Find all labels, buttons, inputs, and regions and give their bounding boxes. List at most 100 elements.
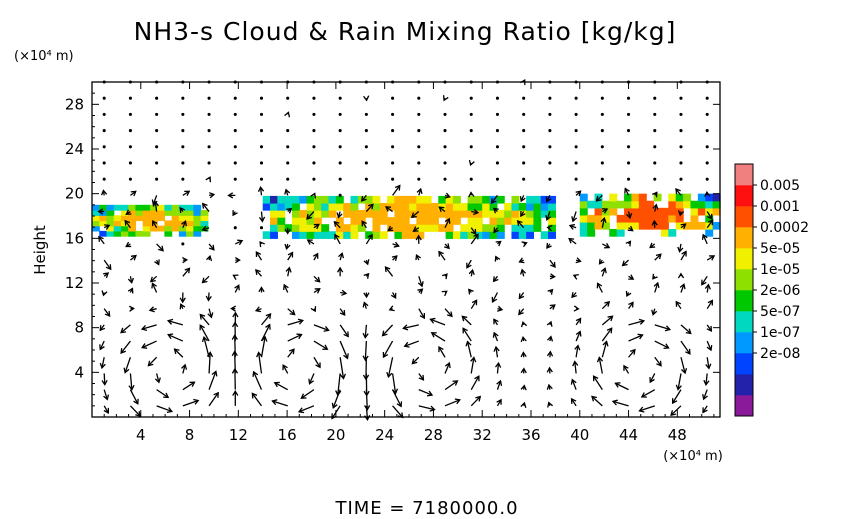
wind-vector [615, 382, 629, 391]
wind-vector-head [184, 190, 191, 197]
x-tick-label: 32 [473, 426, 492, 444]
wind-vector [182, 267, 190, 277]
cloud-cell-2 [668, 193, 677, 202]
wind-vector-head [518, 293, 525, 300]
wind-vector [120, 340, 131, 354]
x-tick-label: 16 [278, 426, 297, 444]
cloud-cell-0 [186, 210, 194, 216]
wind-vector-head [549, 273, 556, 280]
cloud-cell-2 [690, 221, 699, 230]
wind-vector-head [387, 225, 394, 232]
wind-vector-head [256, 351, 263, 358]
wind-vector [705, 112, 709, 116]
cloud-cell-2 [624, 221, 633, 230]
wind-vector [141, 340, 157, 349]
cloud-cell-2 [631, 221, 640, 230]
cloud-cell-2 [587, 221, 596, 230]
wind-vector [680, 357, 686, 374]
wind-vector-head [314, 288, 321, 294]
wind-vector [411, 356, 420, 365]
wind-vector-head [677, 246, 684, 253]
cloud-cell-2 [683, 193, 692, 202]
cloud-cell-1 [394, 231, 403, 239]
wind-vector [287, 333, 302, 342]
wind-vector-head [493, 227, 499, 234]
wind-vector [208, 392, 219, 407]
wind-vector-head [97, 208, 104, 215]
wind-vector-head [702, 407, 708, 414]
wind-vector-head [101, 290, 108, 297]
cloud-cell-1 [291, 231, 300, 239]
cloud-cell-2 [624, 193, 633, 202]
wind-vector [255, 251, 263, 261]
wind-vector [208, 352, 211, 374]
wind-vector [653, 112, 657, 116]
cloud-cell-2 [638, 193, 647, 202]
wind-vector-head [339, 309, 346, 317]
colorbar-swatch [735, 311, 753, 333]
wind-vector [470, 299, 478, 310]
wind-vector-head [546, 320, 553, 327]
wind-vector-head [493, 318, 499, 325]
cloud-cell-0 [113, 204, 122, 211]
chart-title: NH3-s Cloud & Rain Mixing Ratio [kg/kg] [134, 17, 677, 46]
wind-vector-head [547, 288, 554, 295]
wind-vector [384, 266, 394, 277]
x-tick-label: 40 [570, 426, 589, 444]
wind-vector-head [575, 257, 582, 264]
wind-vector-head [151, 282, 157, 289]
cloud-cell-1 [416, 231, 425, 239]
wind-vector-head [675, 188, 681, 195]
wind-vector [181, 145, 185, 149]
cloud-cell-1 [291, 224, 300, 232]
wind-vector [382, 324, 394, 337]
cloud-cell-0 [142, 225, 151, 232]
wind-vector-head [251, 392, 258, 399]
wind-vector-head [685, 348, 691, 355]
wind-vector [418, 405, 435, 411]
cloud-cell-1 [445, 202, 454, 211]
wind-vector-head [575, 190, 582, 197]
wind-vector-head [193, 398, 200, 405]
wind-vector-head [201, 335, 208, 343]
wind-vector [495, 112, 500, 116]
cloud-cell-2 [616, 200, 625, 209]
wind-vector-head [649, 377, 655, 384]
wind-vector [548, 129, 552, 133]
wind-vector-head [637, 333, 644, 340]
cloud-cell-1 [335, 195, 344, 204]
wind-vector [470, 357, 475, 374]
wind-vector-head [211, 370, 218, 377]
wind-vector-head [571, 292, 577, 299]
wind-vector-head [546, 224, 553, 232]
cloud-cell-1 [277, 217, 286, 225]
cloud-cell-1 [270, 224, 278, 232]
wind-vector [147, 356, 158, 367]
cloud-cell-1 [350, 210, 359, 218]
cloud-cell-1 [504, 217, 513, 225]
wind-vector [703, 389, 708, 400]
cloud-cell-2 [646, 221, 655, 230]
cloud-cell-0 [135, 230, 144, 237]
cloud-cell-0 [193, 204, 202, 211]
wind-vector [207, 161, 211, 165]
wind-vector [251, 393, 263, 407]
cloud-cell-0 [92, 220, 100, 227]
wind-vector-head [120, 327, 127, 334]
wind-vector [491, 194, 498, 204]
colorbar-label: 2e-08 [760, 346, 800, 362]
y-tick-label: 16 [65, 229, 84, 247]
cloud-cell-1 [496, 231, 505, 239]
cloud-cell-2 [624, 214, 633, 223]
wind-vector [679, 129, 683, 133]
wind-vector-head [572, 360, 579, 367]
wind-vector-head [614, 382, 621, 388]
wind-vector-head [123, 367, 130, 374]
wind-vector-head [438, 206, 445, 213]
wind-vector [575, 318, 582, 326]
wind-vector-head [600, 267, 607, 274]
cloud-cell-1 [548, 224, 556, 232]
wind-vector [259, 226, 264, 230]
wind-vector [128, 129, 132, 133]
wind-vector-head [706, 325, 713, 332]
